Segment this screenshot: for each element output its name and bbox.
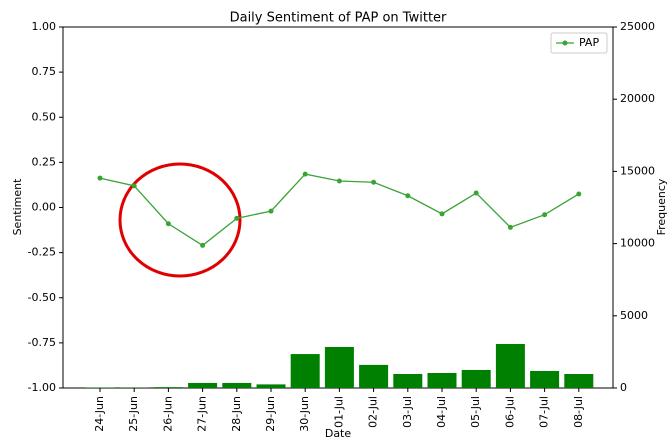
bar: [324, 346, 354, 388]
y-tick-label: 0.00: [32, 201, 57, 214]
x-tick-label: 25-Jun: [127, 396, 140, 432]
point: [131, 183, 137, 189]
legend-marker: [562, 40, 568, 46]
y-tick-label: -0.75: [28, 336, 56, 349]
x-tick-label: 01-Jul: [332, 396, 345, 428]
x-tick-label: 29-Jun: [264, 396, 277, 432]
bar: [153, 387, 183, 388]
y2-axis-label: Frequency: [655, 178, 668, 235]
point: [576, 191, 582, 197]
x-tick-label: 06-Jul: [503, 396, 516, 428]
bar: [427, 372, 457, 388]
x-tick-label: 04-Jul: [435, 396, 448, 428]
point: [165, 221, 171, 227]
y-tick-label: 0.50: [32, 110, 57, 123]
point: [507, 224, 513, 230]
point: [439, 211, 445, 217]
y2-tick-label: 10000: [620, 237, 655, 250]
y2-tick-label: 5000: [620, 309, 648, 322]
x-tick-label: 26-Jun: [161, 396, 174, 432]
y2-tick-label: 15000: [620, 164, 655, 177]
point: [97, 175, 103, 181]
x-tick-label: 27-Jun: [196, 396, 209, 432]
legend-label: PAP: [579, 36, 599, 49]
point: [268, 208, 274, 214]
bar: [530, 370, 560, 388]
x-tick-label: 28-Jun: [230, 396, 243, 432]
x-tick-label: 30-Jun: [298, 396, 311, 432]
bar: [461, 369, 491, 388]
x-tick-label: 08-Jul: [572, 396, 585, 428]
bar: [290, 354, 320, 388]
y-tick-label: -0.25: [28, 246, 56, 259]
y-tick-label: -0.50: [28, 291, 56, 304]
y2-tick-label: 0: [620, 381, 627, 394]
bar: [495, 343, 525, 388]
x-tick-label: 05-Jul: [469, 396, 482, 428]
y-tick-label: 1.00: [32, 20, 57, 33]
point: [371, 179, 377, 185]
bar: [564, 373, 594, 388]
y-tick-label: 0.75: [32, 65, 57, 78]
point: [336, 178, 342, 184]
chart-title: Daily Sentiment of PAP on Twitter: [230, 11, 447, 26]
point: [405, 193, 411, 199]
bar: [256, 384, 286, 388]
bar: [188, 382, 218, 388]
point: [200, 242, 206, 248]
x-tick-label: 02-Jul: [367, 396, 380, 428]
point: [234, 215, 240, 221]
x-axis-label: Date: [325, 427, 352, 440]
legend-box: [550, 32, 608, 54]
bar: [222, 382, 252, 388]
y-tick-label: 0.25: [32, 155, 57, 168]
x-tick-label: 24-Jun: [93, 396, 106, 432]
point: [473, 190, 479, 196]
highlight-circle: [118, 162, 242, 278]
y-axis-label: Sentiment: [11, 178, 24, 236]
point: [542, 212, 548, 218]
plot-frame: [62, 26, 614, 389]
bar: [393, 373, 423, 388]
y2-tick-label: 20000: [620, 92, 655, 105]
point: [302, 171, 308, 177]
x-tick-label: 07-Jul: [538, 396, 551, 428]
y-tick-label: -1.00: [28, 381, 56, 394]
bar: [359, 364, 389, 388]
line: [99, 173, 580, 247]
y2-tick-label: 25000: [620, 20, 655, 33]
x-tick-label: 03-Jul: [401, 396, 414, 428]
